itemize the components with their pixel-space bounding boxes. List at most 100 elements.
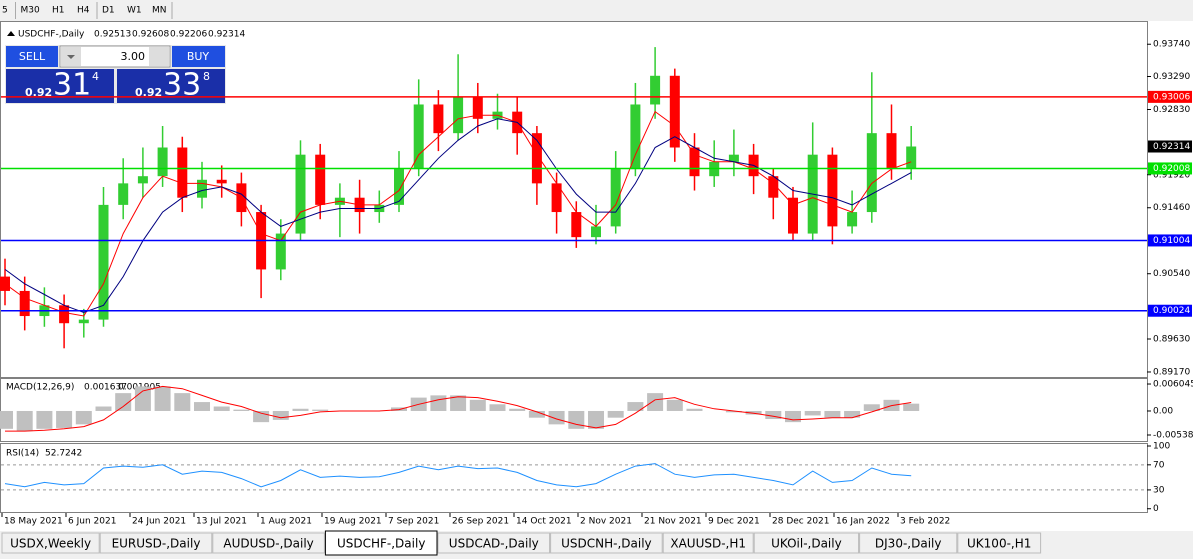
candle-body [177,147,188,198]
price-level-box [1148,90,1192,103]
y-tick-label: 0.90540 [1153,269,1190,279]
macd-bar [75,410,92,425]
candle-body [650,75,661,105]
lot-input[interactable] [59,45,171,68]
tab-label[interactable]: USDCAD-,Daily [449,537,539,551]
timeframe-button[interactable]: W1 [127,6,142,16]
candle-body [413,104,424,170]
header-value: 0.92206 [170,30,207,40]
trade-panel: SELL 3.00 BUY 0.92 31 4 0.92 33 8 [5,45,226,104]
macd-bar [666,399,683,411]
candle-body [630,104,641,170]
ask-prefix: 0.92 [135,86,162,99]
candle-body [531,133,542,184]
candle-body [610,169,621,227]
candle-body [0,276,10,291]
y-tick-label: 0.89630 [1153,334,1190,344]
price-level-label: 0.91004 [1153,236,1190,246]
candle-body [216,179,227,184]
tab[interactable] [957,532,1042,554]
x-tick-label: 19 Aug 2021 [324,517,382,527]
ask-small: 8 [203,70,210,83]
candle-body [197,179,207,198]
tab-label[interactable]: AUDUSD-,Daily [223,537,313,551]
timeframe-button[interactable]: H1 [52,6,65,16]
lot-spin-up[interactable] [149,47,169,66]
toolbar [0,0,1193,21]
tab[interactable] [1,532,100,554]
x-tick-label: 1 Aug 2021 [260,517,312,527]
tab[interactable] [324,530,438,556]
tab-label[interactable]: EURUSD-,Daily [112,537,201,551]
macd-bar [450,395,467,411]
candle-body [788,197,798,234]
buy-button[interactable] [172,46,225,67]
macd-signal-line [5,385,912,432]
candle-body [295,154,306,234]
x-tick-label: 3 Feb 2022 [900,517,950,527]
y-tick-label: 0.00 [1153,406,1173,416]
header-value: 0.92608 [132,30,169,40]
tab-label[interactable]: UKOil-,Daily [771,537,842,551]
candle-body [689,147,700,177]
tab[interactable] [662,532,754,554]
macd-bar [725,410,742,413]
x-tick-label: 13 Jul 2021 [196,517,247,527]
candle-body [768,176,779,198]
tab[interactable] [550,532,663,554]
price-level-box [1148,162,1192,175]
macd-bar [36,410,53,429]
macd-title: MACD(12,26,9) [6,383,74,393]
price-level-label: 0.92008 [1153,164,1190,174]
buy-label[interactable]: BUY [187,50,210,63]
timeframe-button[interactable]: MN [152,6,167,16]
y-tick-label: 0.006045 [1153,380,1193,390]
macd-bar [528,410,545,418]
rsi-title: RSI(14) [6,449,39,459]
tab[interactable] [753,532,860,554]
timeframe-button[interactable]: 5 [2,6,8,16]
tab[interactable] [437,532,551,554]
rsi-value: 52.7242 [45,449,82,459]
candle-body [98,204,109,320]
macd-bar [233,409,250,411]
tab-label[interactable]: DJ30-,Daily [875,537,942,551]
x-tick-label: 28 Dec 2021 [772,517,830,527]
candle-body [472,97,483,119]
tab[interactable] [859,532,958,554]
candle-body [78,319,89,324]
macd-bar [647,393,664,411]
tab[interactable] [99,532,213,554]
macd-bar [548,410,565,425]
last-price-box [1148,140,1192,153]
timeframe-button[interactable]: M30 [21,6,40,16]
y-tick-label: 30 [1153,485,1165,495]
header-value: 0.92314 [208,30,245,40]
y-tick-label: 70 [1153,460,1165,470]
tab-label[interactable]: USDCHF-,Daily [337,537,425,551]
sell-label[interactable]: SELL [19,50,46,63]
macd-bar [509,408,526,411]
candle-body [433,104,444,134]
candle-body [591,226,601,238]
rsi-line [4,463,912,488]
y-tick-label: 0.91460 [1153,203,1190,213]
macd-bar [903,403,920,411]
sell-button[interactable] [6,46,58,67]
tab[interactable] [212,532,325,554]
macd-bar [588,410,604,429]
tab-label[interactable]: USDCNH-,Daily [561,537,652,551]
tab-label[interactable]: USDX,Weekly [10,537,91,551]
macd-bar [272,410,289,420]
timeframe-button[interactable]: D1 [102,6,115,16]
timeframe-button[interactable]: H4 [77,6,90,16]
macd-bar [56,410,73,428]
tab-label[interactable]: UK100-,H1 [967,537,1031,551]
macd-bar [469,399,486,411]
candle-body [847,212,858,227]
lot-value[interactable]: 3.00 [121,50,146,63]
macd-bar [174,393,191,411]
tab-label[interactable]: XAUUSD-,H1 [670,537,746,551]
collapse-arrow [7,31,15,36]
